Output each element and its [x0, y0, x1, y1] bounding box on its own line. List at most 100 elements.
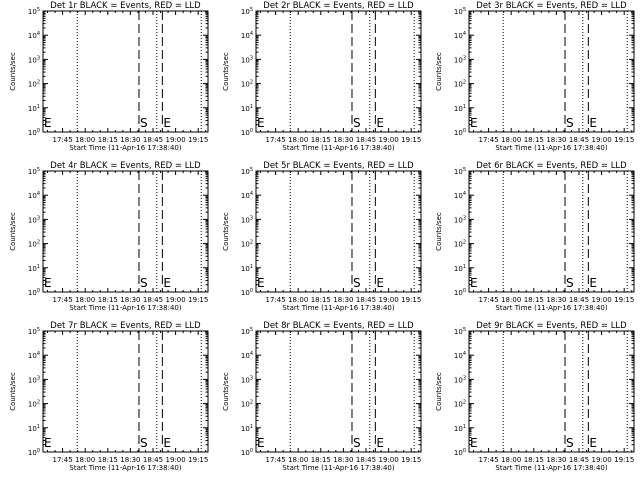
plot-frame — [468, 170, 635, 293]
marker-label: E — [376, 116, 384, 130]
x-tick-label: 18:15 — [524, 296, 544, 304]
panel-title: Det 7r BLACK = Events, RED = LLD — [50, 321, 201, 331]
x-tick-label: 19:00 — [166, 456, 186, 464]
y-tick-label: 101 — [454, 264, 466, 273]
marker-label: E — [470, 276, 478, 290]
marker-label: E — [44, 116, 52, 130]
x-tick-label: 19:15 — [188, 296, 208, 304]
y-tick-label: 103 — [241, 215, 253, 224]
marker-label: E — [163, 116, 171, 130]
plot-frame — [468, 10, 635, 133]
x-tick-label: 18:15 — [524, 456, 544, 464]
marker-label: E — [44, 276, 52, 290]
x-tick-label: 18:45 — [356, 456, 376, 464]
y-tick-label: 104 — [241, 351, 253, 360]
marker-label: S — [140, 276, 148, 290]
plot-frame — [255, 330, 422, 453]
y-tick-label: 100 — [241, 288, 253, 297]
x-tick-label: 17:45 — [265, 136, 285, 144]
y-axis-label: Counts/sec — [435, 372, 443, 411]
marker-label: E — [470, 436, 478, 450]
y-tick-label: 101 — [241, 104, 253, 113]
panel-title: Det 6r BLACK = Events, RED = LLD — [476, 161, 627, 171]
x-tick-label: 17:45 — [478, 136, 498, 144]
marker-label: S — [566, 116, 574, 130]
panel-title: Det 4r BLACK = Events, RED = LLD — [50, 161, 201, 171]
x-tick-label: 18:30 — [546, 456, 566, 464]
y-axis-label: Counts/sec — [222, 212, 230, 251]
plot-frame — [255, 10, 422, 133]
x-tick-label: 19:00 — [379, 296, 399, 304]
y-tick-label: 100 — [454, 128, 466, 137]
x-tick-label: 18:30 — [120, 456, 140, 464]
y-axis-label: Counts/sec — [222, 372, 230, 411]
panel-2: Det 2r BLACK = Events, RED = LLD 17:45 18:… — [222, 1, 422, 152]
marker-label: E — [589, 276, 597, 290]
plot-frame — [255, 170, 422, 293]
panel-title: Det 2r BLACK = Events, RED = LLD — [263, 1, 414, 11]
y-tick-label: 105 — [454, 167, 466, 176]
y-tick-label: 105 — [28, 7, 40, 16]
y-tick-label: 102 — [454, 80, 466, 89]
y-tick-label: 103 — [454, 55, 466, 64]
x-tick-label: 18:30 — [546, 136, 566, 144]
x-tick-label: 18:00 — [75, 296, 95, 304]
y-tick-label: 104 — [28, 351, 40, 360]
marker-label: E — [589, 436, 597, 450]
marker-label: E — [44, 436, 52, 450]
x-tick-label: 19:00 — [592, 136, 612, 144]
y-tick-label: 105 — [454, 327, 466, 336]
marker-label: E — [470, 116, 478, 130]
marker-label: S — [566, 436, 574, 450]
y-tick-label: 102 — [454, 400, 466, 409]
x-tick-label: 19:15 — [188, 456, 208, 464]
y-tick-label: 101 — [241, 424, 253, 433]
x-axis-label: Start Time (11-Apr-16 17:38:40) — [282, 144, 394, 152]
x-tick-label: 18:00 — [501, 296, 521, 304]
y-tick-label: 104 — [241, 31, 253, 40]
y-tick-label: 105 — [241, 167, 253, 176]
x-tick-label: 19:00 — [592, 456, 612, 464]
x-axis-label: Start Time (11-Apr-16 17:38:40) — [69, 304, 181, 312]
y-tick-label: 100 — [28, 288, 40, 297]
y-tick-label: 103 — [454, 215, 466, 224]
x-tick-label: 18:15 — [311, 296, 331, 304]
marker-label: S — [566, 276, 574, 290]
plot-frame — [42, 10, 209, 133]
y-tick-label: 102 — [241, 80, 253, 89]
x-tick-label: 19:15 — [614, 296, 634, 304]
x-tick-label: 18:45 — [569, 136, 589, 144]
y-tick-label: 100 — [241, 128, 253, 137]
x-tick-label: 18:45 — [143, 136, 163, 144]
panel-title: Det 5r BLACK = Events, RED = LLD — [263, 161, 414, 171]
x-tick-label: 18:15 — [98, 136, 118, 144]
plot-frame — [468, 330, 635, 453]
marker-label: S — [353, 276, 361, 290]
y-tick-label: 100 — [28, 128, 40, 137]
x-tick-label: 18:45 — [143, 456, 163, 464]
y-tick-label: 105 — [28, 327, 40, 336]
y-tick-label: 104 — [241, 191, 253, 200]
x-tick-label: 19:00 — [166, 136, 186, 144]
x-tick-label: 18:45 — [143, 296, 163, 304]
marker-label: S — [140, 116, 148, 130]
x-tick-label: 18:45 — [356, 136, 376, 144]
y-tick-label: 103 — [28, 375, 40, 384]
x-axis-label: Start Time (11-Apr-16 17:38:40) — [282, 464, 394, 472]
marker-label: E — [163, 436, 171, 450]
x-tick-label: 18:30 — [333, 456, 353, 464]
y-tick-label: 101 — [454, 424, 466, 433]
panel-title: Det 8r BLACK = Events, RED = LLD — [263, 321, 414, 331]
x-tick-label: 19:15 — [401, 296, 421, 304]
x-tick-label: 19:15 — [188, 136, 208, 144]
y-tick-label: 104 — [28, 191, 40, 200]
x-tick-label: 18:30 — [333, 136, 353, 144]
x-axis-label: Start Time (11-Apr-16 17:38:40) — [69, 464, 181, 472]
y-axis-label: Counts/sec — [435, 212, 443, 251]
